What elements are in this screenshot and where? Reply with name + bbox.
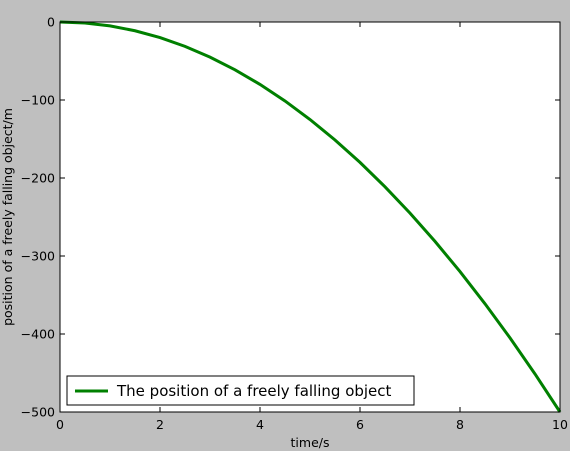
legend-entry-label: The position of a freely falling object: [116, 382, 392, 400]
x-tick-label: 6: [356, 417, 364, 432]
x-tick-label: 0: [56, 417, 64, 432]
x-axis-label: time/s: [291, 435, 330, 450]
plot-area: [60, 22, 560, 412]
y-tick-label: −300: [21, 249, 55, 264]
x-tick-label: 8: [456, 417, 464, 432]
x-tick-label: 2: [156, 417, 164, 432]
y-tick-label: 0: [47, 15, 55, 30]
legend: The position of a freely falling object: [66, 375, 415, 406]
x-tick-label: 4: [256, 417, 264, 432]
y-axis-label: position of a freely falling object/m: [0, 108, 15, 326]
y-tick-label: −200: [21, 171, 55, 186]
y-tick-label: −500: [21, 405, 55, 420]
series-line-0: [59, 20, 562, 413]
x-tick-label: 10: [552, 417, 568, 432]
plot-frame: [59, 21, 561, 413]
y-tick-label: −400: [21, 327, 55, 342]
y-tick-label: −100: [21, 93, 55, 108]
legend-box: [66, 375, 415, 406]
ticks-layer: 0 2 4 6 8 10 0 −100 −200 −300 −400 −500: [21, 15, 568, 433]
series-layer: [59, 20, 562, 413]
